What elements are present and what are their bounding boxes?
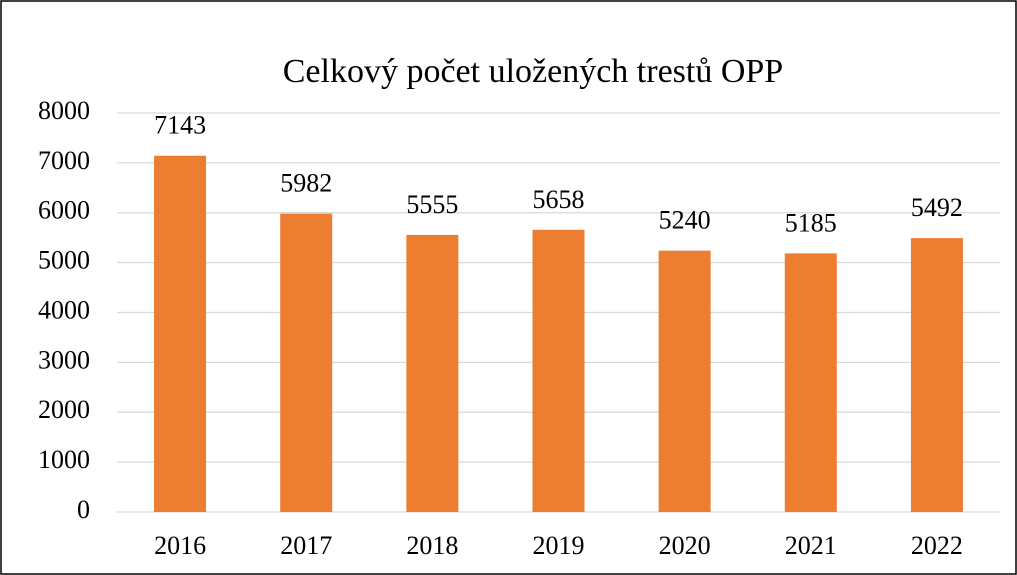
x-tick-label: 2019 [533, 531, 585, 560]
data-label: 5982 [280, 169, 332, 198]
bar [280, 213, 333, 512]
y-tick-label: 0 [77, 495, 90, 524]
x-tick-label: 2020 [659, 531, 711, 560]
data-label: 7143 [154, 111, 206, 140]
y-tick-label: 7000 [38, 146, 90, 175]
x-tick-label: 2017 [280, 531, 332, 560]
y-tick-label: 4000 [38, 295, 90, 324]
bar [784, 253, 837, 512]
bar [154, 155, 207, 513]
y-tick-label: 2000 [38, 395, 90, 424]
y-tick-label: 3000 [38, 345, 90, 374]
chart-title: Celkový počet uložených trestů OPP [283, 53, 783, 90]
bar [532, 229, 585, 512]
x-tick-label: 2021 [785, 531, 837, 560]
y-tick-label: 6000 [38, 196, 90, 225]
y-tick-label: 5000 [38, 246, 90, 275]
data-label: 5492 [911, 193, 963, 222]
y-tick-label: 1000 [38, 445, 90, 474]
data-label: 5658 [533, 185, 585, 214]
data-label: 5555 [406, 190, 458, 219]
bar [406, 234, 459, 512]
data-label: 5240 [659, 206, 711, 235]
bar [658, 250, 711, 512]
data-label: 5185 [785, 208, 837, 237]
y-tick-label: 8000 [38, 96, 90, 125]
x-tick-label: 2016 [154, 531, 206, 560]
x-tick-label: 2018 [406, 531, 458, 560]
bar [910, 238, 963, 513]
x-tick-label: 2022 [911, 531, 963, 560]
